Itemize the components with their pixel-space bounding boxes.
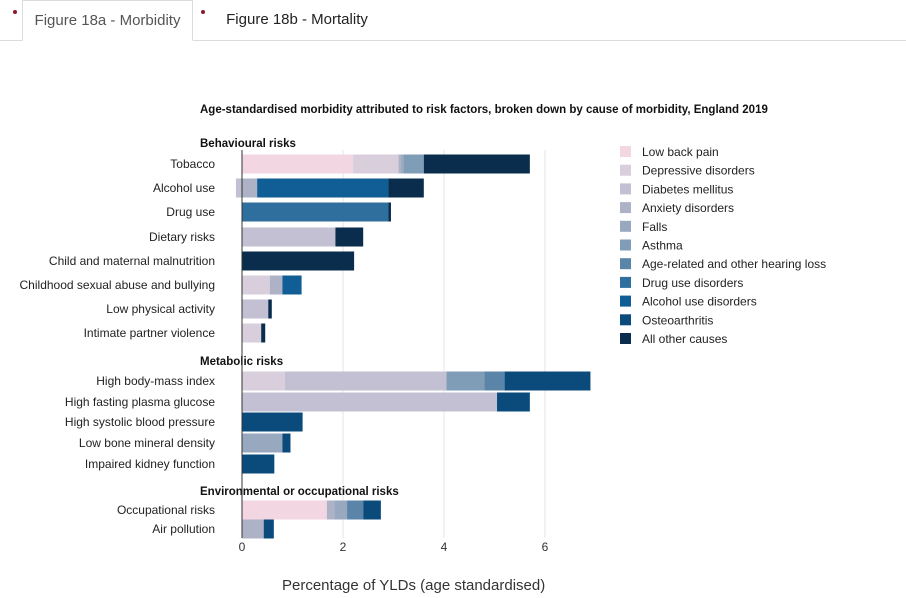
- tab-active-marker: [13, 10, 17, 14]
- group-header: Behavioural risks: [200, 138, 296, 150]
- row-label: High fasting plasma glucose: [65, 395, 215, 409]
- legend-swatch: [620, 258, 631, 270]
- bar-segment: [242, 412, 303, 432]
- bar-segment: [335, 227, 364, 247]
- bar-segment: [334, 500, 348, 520]
- bar-segment: [388, 202, 391, 222]
- row-label: Drug use: [166, 205, 215, 219]
- bar-segment: [242, 433, 283, 453]
- tab-marker: [201, 10, 205, 14]
- row-label: Alcohol use: [153, 181, 215, 195]
- bar-segment: [403, 154, 424, 174]
- row-label: Low physical activity: [106, 302, 215, 316]
- bar-segment: [242, 178, 258, 198]
- bar-segment: [269, 275, 283, 295]
- legend-swatch: [620, 314, 631, 326]
- bar-segment: [484, 371, 505, 391]
- x-tick-label: 6: [542, 540, 549, 554]
- bar-segment: [242, 251, 355, 271]
- legend-label: Anxiety disorders: [642, 201, 734, 215]
- legend-label: Depressive disorders: [642, 164, 755, 178]
- legend-label: Alcohol use disorders: [642, 295, 757, 309]
- legend-swatch: [620, 295, 631, 307]
- bar-segment: [242, 500, 327, 520]
- legend-label: Falls: [642, 220, 667, 234]
- bar-segment: [284, 371, 447, 391]
- bar-segment: [242, 371, 285, 391]
- legend-label: Asthma: [642, 239, 683, 253]
- row-label: Dietary risks: [149, 230, 215, 244]
- bar-segment: [242, 154, 354, 174]
- bar-segment: [268, 299, 272, 319]
- bar-segment: [497, 392, 530, 412]
- bar-segment: [257, 178, 389, 198]
- tab-mortality[interactable]: Figure 18b - Mortality: [226, 11, 368, 28]
- bar-segment: [398, 154, 402, 174]
- bar-segment: [504, 371, 591, 391]
- legend-swatch: [620, 239, 631, 251]
- legend-swatch: [620, 276, 631, 288]
- legend-swatch: [620, 202, 631, 214]
- figure-tabs: Figure 18a - Morbidity Figure 18b - Mort…: [0, 0, 906, 41]
- legend-label: Diabetes mellitus: [642, 182, 733, 196]
- bar-segment: [388, 178, 424, 198]
- bar-segment: [282, 433, 291, 453]
- bar-segment: [242, 392, 498, 412]
- row-label: Air pollution: [152, 522, 215, 536]
- legend-label: All other causes: [642, 332, 727, 346]
- bar-segment: [242, 519, 264, 539]
- legend-label: Drug use disorders: [642, 276, 743, 290]
- bar-segment: [235, 178, 242, 198]
- legend-swatch: [620, 220, 631, 232]
- x-axis-label: Percentage of YLDs (age standardised): [282, 577, 546, 594]
- legend-label: Age-related and other hearing loss: [642, 257, 826, 271]
- group-header: Environmental or occupational risks: [200, 486, 399, 498]
- bar-segment: [363, 500, 381, 520]
- bar-segment: [353, 154, 399, 174]
- x-tick-label: 0: [239, 540, 246, 554]
- legend-label: Osteoarthritis: [642, 313, 713, 327]
- row-label: High systolic blood pressure: [65, 415, 215, 429]
- bar-segment: [423, 154, 530, 174]
- bar-segment: [242, 323, 262, 343]
- row-label: Child and maternal malnutrition: [49, 254, 215, 268]
- legend-swatch: [620, 146, 631, 157]
- bar-segment: [242, 299, 269, 319]
- x-tick-label: 4: [441, 540, 448, 554]
- row-label: Tobacco: [170, 157, 215, 171]
- chart-title: Age-standardised morbidity attributed to…: [200, 104, 768, 116]
- bar-segment: [261, 323, 266, 343]
- row-label: Impaired kidney function: [85, 457, 215, 471]
- bar-segment: [242, 275, 270, 295]
- bar-segment: [446, 371, 485, 391]
- row-label: High body-mass index: [96, 374, 215, 388]
- x-tick-label: 2: [340, 540, 347, 554]
- tab-morbidity[interactable]: Figure 18a - Morbidity: [22, 0, 193, 41]
- bar-segment: [263, 519, 274, 539]
- legend-swatch: [620, 183, 631, 195]
- row-label: Occupational risks: [117, 503, 215, 517]
- row-label: Childhood sexual abuse and bullying: [20, 278, 215, 292]
- bar-segment: [347, 500, 364, 520]
- bar-segment: [401, 154, 404, 174]
- legend-swatch: [620, 164, 631, 176]
- row-label: Low bone mineral density: [79, 436, 215, 450]
- legend-swatch: [620, 333, 631, 344]
- row-label: Intimate partner violence: [84, 326, 216, 340]
- bar-segment: [326, 500, 335, 520]
- bar-segment: [242, 454, 275, 474]
- bar-segment: [242, 202, 389, 222]
- legend-label: Low back pain: [642, 145, 719, 159]
- bar-segment: [282, 275, 302, 295]
- bar-segment: [242, 227, 336, 247]
